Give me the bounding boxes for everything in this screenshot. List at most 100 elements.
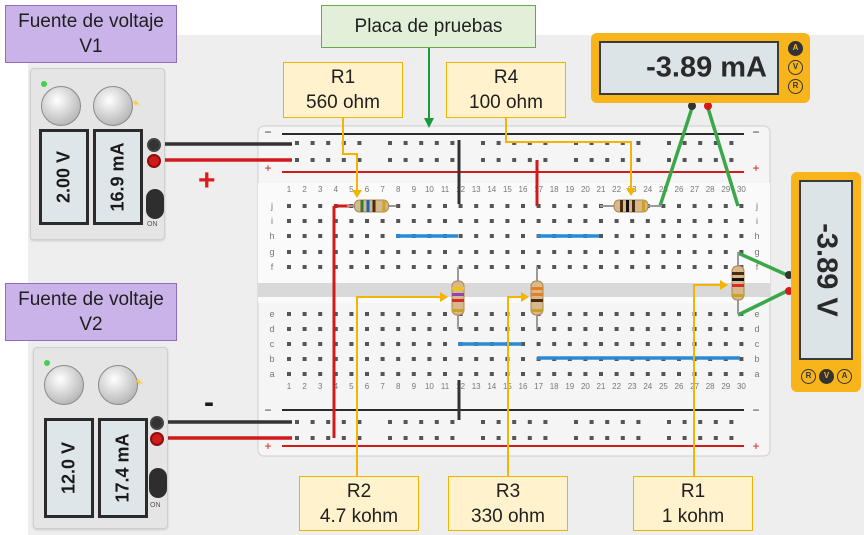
breadboard-hole[interactable] bbox=[645, 250, 650, 254]
breadboard-hole[interactable] bbox=[599, 312, 603, 316]
breadboard-hole[interactable] bbox=[614, 327, 619, 331]
voltage-knob-icon[interactable] bbox=[44, 365, 84, 405]
breadboard-hole[interactable] bbox=[708, 234, 713, 238]
breadboard-hole[interactable] bbox=[723, 265, 728, 269]
breadboard-hole[interactable] bbox=[287, 312, 291, 316]
rail-hole[interactable] bbox=[419, 158, 424, 162]
breadboard-hole[interactable] bbox=[630, 265, 635, 269]
rail-hole[interactable] bbox=[295, 141, 299, 145]
breadboard-hole[interactable] bbox=[630, 327, 635, 331]
breadboard-hole[interactable] bbox=[458, 219, 463, 223]
breadboard-hole[interactable] bbox=[365, 357, 369, 361]
rail-hole[interactable] bbox=[713, 420, 718, 424]
breadboard-hole[interactable] bbox=[661, 265, 666, 269]
rail-hole[interactable] bbox=[341, 158, 346, 162]
breadboard-hole[interactable] bbox=[287, 372, 291, 376]
breadboard-hole[interactable] bbox=[474, 312, 479, 316]
rail-hole[interactable] bbox=[605, 158, 610, 162]
breadboard-hole[interactable] bbox=[287, 265, 291, 269]
rail-hole[interactable] bbox=[527, 436, 532, 440]
breadboard-hole[interactable] bbox=[583, 204, 588, 208]
breadboard-hole[interactable] bbox=[396, 357, 401, 361]
rail-hole[interactable] bbox=[481, 436, 485, 440]
breadboard-hole[interactable] bbox=[333, 312, 338, 316]
breadboard-hole[interactable] bbox=[723, 372, 728, 376]
rail-hole[interactable] bbox=[450, 158, 455, 162]
breadboard-hole[interactable] bbox=[489, 312, 494, 316]
breadboard-hole[interactable] bbox=[349, 327, 354, 331]
breadboard-hole[interactable] bbox=[302, 342, 307, 346]
breadboard-hole[interactable] bbox=[427, 219, 432, 223]
rail-hole[interactable] bbox=[357, 158, 362, 162]
breadboard-hole[interactable] bbox=[443, 342, 447, 346]
breadboard-hole[interactable] bbox=[583, 265, 588, 269]
breadboard-hole[interactable] bbox=[318, 312, 323, 316]
rail-hole[interactable] bbox=[357, 141, 362, 145]
breadboard-hole[interactable] bbox=[661, 342, 666, 346]
rail-hole[interactable] bbox=[729, 158, 734, 162]
rail-hole[interactable] bbox=[496, 141, 501, 145]
breadboard-hole[interactable] bbox=[411, 204, 416, 208]
rail-hole[interactable] bbox=[341, 420, 346, 424]
breadboard-hole[interactable] bbox=[536, 204, 541, 208]
rail-hole[interactable] bbox=[310, 420, 315, 424]
rail-hole[interactable] bbox=[388, 420, 392, 424]
breadboard-hole[interactable] bbox=[521, 342, 525, 346]
rail-hole[interactable] bbox=[403, 141, 408, 145]
breadboard-hole[interactable] bbox=[333, 372, 338, 376]
breadboard-hole[interactable] bbox=[567, 250, 572, 254]
breadboard-hole[interactable] bbox=[396, 250, 401, 254]
rail-hole[interactable] bbox=[512, 420, 517, 424]
rail-hole[interactable] bbox=[698, 436, 703, 440]
rail-hole[interactable] bbox=[698, 158, 703, 162]
breadboard-hole[interactable] bbox=[583, 372, 588, 376]
breadboard-hole[interactable] bbox=[739, 357, 744, 361]
rail-hole[interactable] bbox=[682, 420, 687, 424]
breadboard-hole[interactable] bbox=[427, 204, 432, 208]
breadboard-hole[interactable] bbox=[677, 342, 681, 346]
rail-hole[interactable] bbox=[450, 436, 455, 440]
resistor-r3-330[interactable] bbox=[530, 267, 544, 329]
breadboard-hole[interactable] bbox=[302, 265, 307, 269]
breadboard-hole[interactable] bbox=[645, 265, 650, 269]
breadboard-hole[interactable] bbox=[489, 357, 494, 361]
breadboard-hole[interactable] bbox=[552, 265, 557, 269]
rail-hole[interactable] bbox=[543, 420, 548, 424]
breadboard-hole[interactable] bbox=[458, 327, 463, 331]
breadboard-hole[interactable] bbox=[427, 312, 432, 316]
breadboard-hole[interactable] bbox=[302, 327, 307, 331]
resistor-r4-100[interactable] bbox=[600, 199, 662, 213]
breadboard-hole[interactable] bbox=[302, 250, 307, 254]
mode-button-icon[interactable]: V bbox=[788, 60, 803, 75]
breadboard-hole[interactable] bbox=[708, 204, 713, 208]
breadboard-hole[interactable] bbox=[380, 265, 385, 269]
breadboard-hole[interactable] bbox=[599, 372, 603, 376]
breadboard-hole[interactable] bbox=[614, 250, 619, 254]
rail-hole[interactable] bbox=[574, 420, 578, 424]
breadboard-hole[interactable] bbox=[723, 312, 728, 316]
rail-hole[interactable] bbox=[496, 158, 501, 162]
breadboard-hole[interactable] bbox=[474, 204, 479, 208]
breadboard-hole[interactable] bbox=[287, 342, 291, 346]
breadboard-hole[interactable] bbox=[443, 204, 447, 208]
rail-hole[interactable] bbox=[620, 158, 625, 162]
breadboard-hole[interactable] bbox=[567, 372, 572, 376]
rail-hole[interactable] bbox=[403, 436, 408, 440]
negative-jack-icon[interactable] bbox=[147, 138, 161, 152]
breadboard-hole[interactable] bbox=[489, 219, 494, 223]
breadboard-hole[interactable] bbox=[708, 312, 713, 316]
breadboard-hole[interactable] bbox=[318, 372, 323, 376]
breadboard-hole[interactable] bbox=[692, 234, 697, 238]
rail-hole[interactable] bbox=[450, 141, 455, 145]
rail-hole[interactable] bbox=[589, 436, 594, 440]
rail-hole[interactable] bbox=[667, 141, 671, 145]
breadboard-hole[interactable] bbox=[692, 204, 697, 208]
breadboard-hole[interactable] bbox=[536, 219, 541, 223]
breadboard-hole[interactable] bbox=[318, 234, 323, 238]
rail-hole[interactable] bbox=[512, 158, 517, 162]
rail-hole[interactable] bbox=[729, 436, 734, 440]
breadboard-hole[interactable] bbox=[411, 327, 416, 331]
breadboard-hole[interactable] bbox=[396, 342, 401, 346]
breadboard-hole[interactable] bbox=[287, 204, 291, 208]
breadboard-hole[interactable] bbox=[677, 372, 681, 376]
